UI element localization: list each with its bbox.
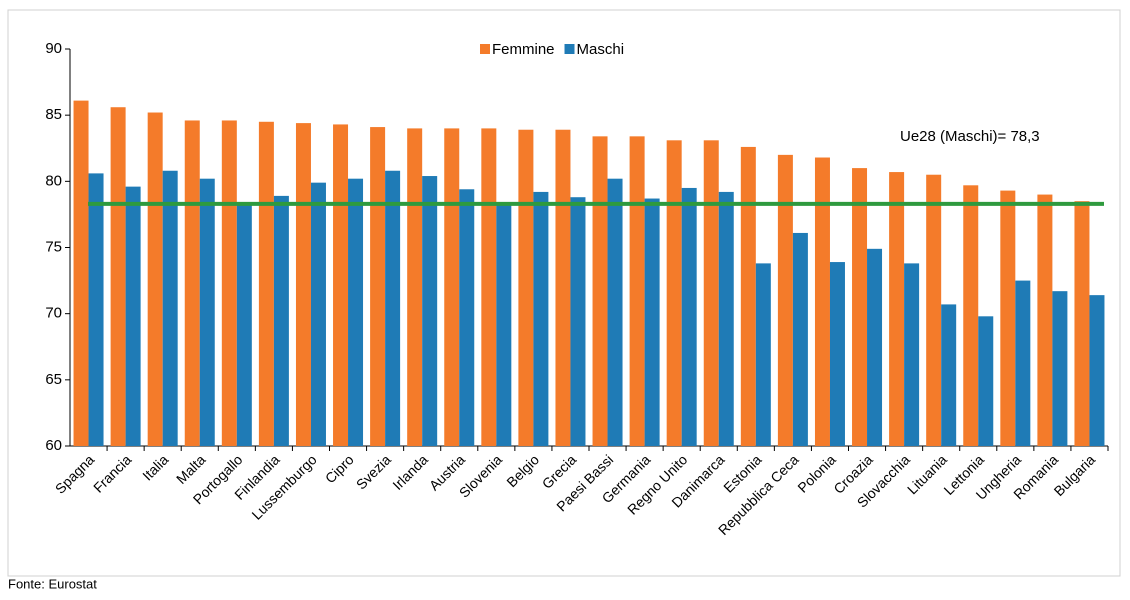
bar	[740, 146, 756, 446]
bar	[88, 173, 104, 447]
x-tick-label: Lussemburgo	[248, 451, 319, 522]
bar	[889, 172, 905, 446]
bar	[348, 178, 364, 447]
bar	[1089, 295, 1105, 446]
bar	[978, 316, 994, 446]
y-tick-label: 70	[45, 305, 62, 322]
bar	[592, 136, 608, 446]
bar	[518, 129, 534, 446]
x-tick-label: Francia	[90, 451, 134, 495]
legend-label: Maschi	[577, 41, 625, 58]
bar	[236, 205, 252, 446]
bar	[481, 128, 497, 446]
bar	[644, 198, 660, 446]
bar	[385, 170, 401, 446]
bar	[444, 128, 460, 446]
bar	[852, 168, 868, 446]
bar	[459, 189, 475, 447]
bar	[555, 129, 571, 446]
bar	[681, 187, 697, 446]
bar	[310, 182, 326, 446]
x-tick-label: Spagna	[52, 451, 98, 497]
bar	[1000, 190, 1016, 446]
y-tick-label: 75	[45, 238, 62, 255]
bar	[407, 128, 423, 446]
bar	[273, 195, 289, 446]
bar	[162, 170, 178, 446]
x-tick-label: Italia	[139, 451, 171, 483]
bar	[792, 232, 808, 446]
bar	[755, 263, 771, 446]
chart-frame	[7, 9, 1121, 577]
bar	[199, 178, 215, 447]
legend-label: Femmine	[492, 41, 555, 58]
bar	[333, 124, 349, 447]
bar	[1037, 194, 1053, 446]
y-tick-label: 80	[45, 172, 62, 189]
y-tick-label: 60	[45, 437, 62, 454]
y-tick-label: 65	[45, 371, 62, 388]
bar	[963, 185, 979, 446]
x-tick-label: Polonia	[794, 451, 838, 495]
bar	[73, 100, 89, 447]
bar	[1074, 201, 1090, 446]
bar	[570, 197, 586, 446]
bar	[533, 191, 549, 446]
bar	[147, 112, 163, 447]
bar	[666, 140, 682, 446]
bar	[829, 262, 845, 446]
x-tick-label: Svezia	[353, 451, 394, 492]
bar	[926, 174, 942, 446]
legend-swatch	[564, 44, 575, 54]
bar	[703, 140, 719, 446]
bar	[941, 304, 957, 446]
bar	[814, 157, 830, 446]
bar	[1052, 291, 1068, 446]
x-tick-label: Bulgaria	[1051, 451, 1099, 499]
bar	[125, 186, 141, 447]
bar	[422, 176, 438, 447]
source: Fonte: Eurostat	[8, 576, 97, 591]
bar	[110, 107, 126, 446]
bar	[295, 123, 311, 447]
y-tick-label: 90	[45, 40, 62, 57]
bar	[221, 120, 237, 447]
bar	[607, 178, 623, 447]
legend-swatch	[480, 44, 490, 54]
bar	[867, 248, 883, 446]
bar	[718, 191, 734, 446]
bar	[496, 205, 512, 446]
reference-label: Ue28 (Maschi)= 78,3	[900, 128, 1040, 145]
bar	[629, 136, 645, 446]
bar	[1015, 280, 1031, 446]
bar	[184, 120, 200, 447]
bar	[370, 127, 386, 447]
x-tick-label: Irlanda	[389, 451, 431, 493]
bar	[904, 263, 920, 446]
x-tick-label: Belgio	[503, 451, 542, 490]
bar	[777, 154, 793, 446]
y-tick-label: 85	[45, 106, 62, 123]
bar	[258, 121, 274, 447]
